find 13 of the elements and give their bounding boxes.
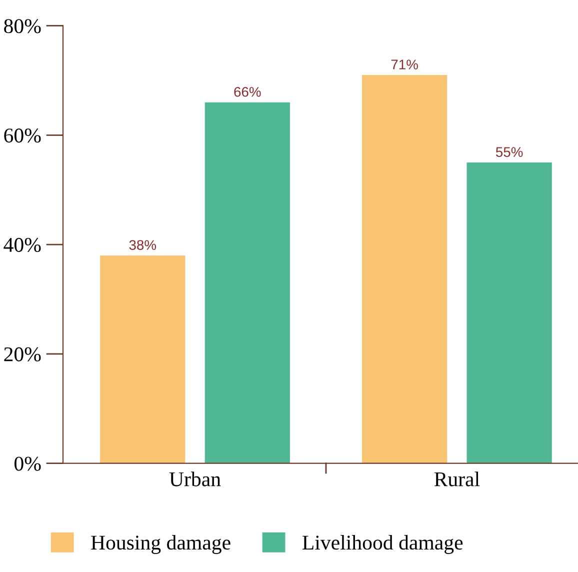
legend-label: Livelihood damage [302,535,463,554]
data-label: 66% [234,86,261,97]
y-tick-label: 0% [14,456,41,471]
x-tick-label: Urban [169,472,221,486]
y-tick-label: 60% [4,128,41,143]
legend-label: Housing damage [91,535,230,554]
y-tick-label: 40% [4,238,41,252]
data-label: 71% [391,60,418,70]
y-tick-label: 20% [4,347,41,362]
x-tick-label: Rural [434,472,480,486]
data-label: 55% [496,147,523,157]
y-tick-label: 80% [4,19,41,34]
data-label: 38% [129,240,156,250]
